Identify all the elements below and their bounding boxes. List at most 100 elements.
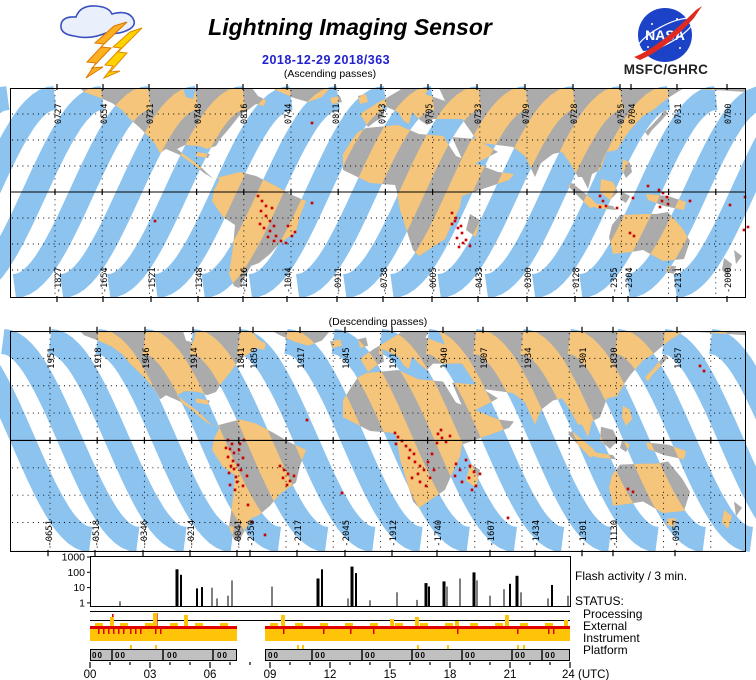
svg-text:12: 12 bbox=[324, 669, 337, 680]
svg-text:-0300: -0300 bbox=[524, 267, 534, 293]
svg-text:0654: 0654 bbox=[100, 104, 110, 124]
svg-text:0721: 0721 bbox=[146, 104, 156, 124]
svg-text:00: 00 bbox=[545, 651, 556, 660]
page-title: Lightning Imaging Sensor bbox=[208, 14, 492, 40]
svg-text:1946: 1946 bbox=[142, 347, 152, 369]
svg-text:-2355: -2355 bbox=[610, 267, 620, 293]
status-row-processing: Processing bbox=[583, 607, 642, 621]
svg-text:0727: 0727 bbox=[54, 104, 64, 124]
svg-text:0744: 0744 bbox=[284, 104, 294, 124]
svg-text:00: 00 bbox=[465, 651, 476, 660]
svg-text:1934: 1934 bbox=[524, 347, 534, 369]
svg-text:-1130: -1130 bbox=[610, 520, 620, 547]
svg-text:0731: 0731 bbox=[674, 104, 684, 124]
svg-text:1951: 1951 bbox=[47, 347, 57, 369]
svg-text:-0346: -0346 bbox=[140, 520, 150, 547]
svg-text:-0041: -0041 bbox=[234, 520, 244, 547]
status-heading: STATUS: bbox=[575, 594, 624, 608]
svg-text:-1912: -1912 bbox=[389, 520, 399, 547]
svg-text:00: 00 bbox=[268, 651, 279, 660]
svg-text:00: 00 bbox=[167, 651, 178, 660]
svg-text:18: 18 bbox=[444, 669, 457, 680]
svg-text:-0605: -0605 bbox=[429, 267, 439, 293]
svg-text:00: 00 bbox=[84, 669, 97, 680]
svg-text:1912: 1912 bbox=[389, 347, 399, 369]
svg-text:24 (UTC): 24 (UTC) bbox=[562, 669, 609, 680]
svg-text:-1521: -1521 bbox=[148, 267, 158, 293]
svg-text:-1216: -1216 bbox=[240, 267, 250, 293]
svg-text:-0518: -0518 bbox=[92, 520, 102, 547]
svg-text:-2350: -2350 bbox=[247, 520, 257, 547]
svg-text:-0214: -0214 bbox=[187, 520, 197, 547]
svg-text:-1044: -1044 bbox=[284, 267, 294, 293]
svg-text:0704: 0704 bbox=[628, 104, 638, 124]
svg-text:00: 00 bbox=[115, 651, 126, 660]
nasa-logo: NASA bbox=[634, 6, 702, 62]
flash-activity-label: Flash activity / 3 min. bbox=[575, 569, 687, 583]
svg-text:0743: 0743 bbox=[378, 104, 388, 124]
svg-text:-1434: -1434 bbox=[532, 520, 542, 547]
flash-activity-bars bbox=[119, 566, 569, 606]
svg-text:10: 10 bbox=[73, 582, 85, 594]
svg-text:0728: 0728 bbox=[570, 104, 580, 124]
svg-text:15: 15 bbox=[384, 669, 397, 680]
svg-text:-2304: -2304 bbox=[625, 267, 635, 293]
svg-text:-2045: -2045 bbox=[342, 520, 352, 547]
svg-text:1918: 1918 bbox=[94, 347, 104, 369]
svg-text:21: 21 bbox=[504, 669, 517, 680]
svg-text:1845: 1845 bbox=[342, 347, 352, 369]
svg-text:00: 00 bbox=[92, 651, 103, 660]
svg-text:-1301: -1301 bbox=[579, 520, 589, 547]
svg-text:-1348: -1348 bbox=[195, 267, 205, 293]
status-row-platform: Platform bbox=[583, 643, 628, 657]
svg-text:-1607: -1607 bbox=[487, 520, 497, 547]
org-label: MSFC/GHRC bbox=[623, 62, 709, 77]
ascending-passes-caption: (Ascending passes) bbox=[283, 68, 377, 80]
svg-text:00: 00 bbox=[415, 651, 426, 660]
descending-passes-map: 1951 1918 1946 1914 1841 1850 1917 1845 1912 1940… bbox=[0, 326, 756, 557]
svg-text:1000: 1000 bbox=[62, 552, 86, 564]
svg-text:1917: 1917 bbox=[297, 347, 307, 369]
svg-text:-0957: -0957 bbox=[672, 520, 682, 547]
svg-text:1830: 1830 bbox=[610, 347, 620, 369]
svg-text:1907: 1907 bbox=[480, 347, 490, 369]
svg-text:-0738: -0738 bbox=[380, 267, 390, 293]
date-iso: 2018-12-29 bbox=[262, 53, 331, 67]
svg-text:0733: 0733 bbox=[474, 104, 484, 124]
svg-text:-0911: -0911 bbox=[334, 267, 344, 293]
lightning-flash-dots bbox=[153, 121, 750, 249]
descending-passes-caption: (Descending passes) bbox=[328, 316, 428, 328]
ascending-passes-map: 0727 0654 0721 0748 0816 0744 0811 0743 0705 0733… bbox=[0, 84, 756, 302]
svg-text:-1740: -1740 bbox=[434, 520, 444, 547]
date-line: 2018-12-29 2018/363 bbox=[0, 53, 756, 67]
svg-text:0816: 0816 bbox=[240, 104, 250, 124]
svg-text:-2217: -2217 bbox=[294, 520, 304, 547]
svg-text:100: 100 bbox=[67, 567, 85, 579]
svg-text:00: 00 bbox=[515, 651, 526, 660]
svg-text:-0433: -0433 bbox=[475, 267, 485, 293]
lightning-cloud-icon bbox=[60, 5, 143, 80]
svg-text:0811: 0811 bbox=[332, 104, 342, 124]
nasa-swoosh bbox=[634, 6, 702, 60]
svg-text:03: 03 bbox=[144, 669, 157, 680]
svg-text:-0651: -0651 bbox=[45, 520, 55, 547]
date-day-of-year: 2018/363 bbox=[334, 53, 391, 67]
svg-text:1901: 1901 bbox=[579, 347, 589, 369]
svg-text:-0128: -0128 bbox=[572, 267, 582, 293]
svg-text:00: 00 bbox=[315, 651, 326, 660]
svg-text:-1827: -1827 bbox=[54, 267, 64, 293]
svg-text:1857: 1857 bbox=[674, 347, 684, 369]
svg-text:00: 00 bbox=[365, 651, 376, 660]
svg-text:-1654: -1654 bbox=[100, 267, 110, 293]
svg-text:-2000: -2000 bbox=[724, 267, 734, 293]
svg-text:1940: 1940 bbox=[440, 347, 450, 369]
status-row-external: External bbox=[583, 619, 627, 633]
svg-text:0755: 0755 bbox=[617, 104, 627, 124]
svg-text:06: 06 bbox=[204, 669, 217, 680]
svg-text:0705: 0705 bbox=[425, 104, 435, 124]
svg-text:0709: 0709 bbox=[522, 104, 532, 124]
svg-text:00: 00 bbox=[217, 651, 228, 660]
svg-text:09: 09 bbox=[264, 669, 277, 680]
svg-text:-2131: -2131 bbox=[674, 267, 684, 293]
